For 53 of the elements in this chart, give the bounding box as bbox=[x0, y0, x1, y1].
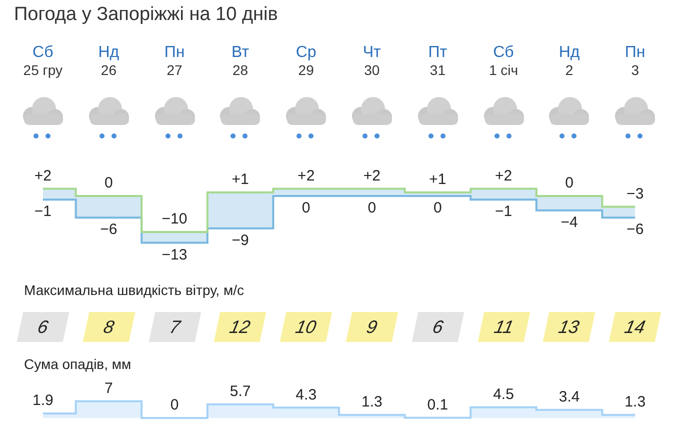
data-label: −9 bbox=[232, 232, 249, 250]
x-tick-label: Чт 30 bbox=[362, 44, 382, 78]
data-label: +2 bbox=[363, 167, 380, 184]
data-label: +2 bbox=[298, 167, 315, 184]
data-label: 1.3 bbox=[624, 394, 646, 411]
x-tick-label: Нд 2 bbox=[558, 44, 581, 78]
data-label: 1.9 bbox=[32, 392, 54, 410]
data-label: 10 bbox=[280, 312, 332, 342]
data-label: 5.7 bbox=[230, 382, 251, 400]
data-label: 11 bbox=[477, 312, 530, 342]
data-label: −3 bbox=[626, 185, 644, 202]
data-label: +2 bbox=[34, 167, 52, 184]
data-label: 6 bbox=[16, 312, 69, 342]
data-label: −1 bbox=[34, 203, 52, 220]
data-label: +1 bbox=[232, 171, 249, 188]
x-tick-label: Сб 1 січ bbox=[488, 44, 520, 78]
x-tick-label: Вт 28 bbox=[230, 44, 250, 78]
x-tick-label: Пн 27 bbox=[163, 44, 186, 78]
data-label: 0 bbox=[434, 200, 442, 217]
data-label: +1 bbox=[429, 171, 446, 188]
data-label: 0 bbox=[368, 200, 376, 217]
data-label: 13 bbox=[543, 312, 596, 342]
data-label: 0 bbox=[565, 174, 574, 192]
x-tick-label: Пн 3 bbox=[624, 44, 646, 78]
x-tick-label: Ср 29 bbox=[294, 44, 318, 78]
data-label: 4.5 bbox=[493, 386, 514, 403]
data-label: −6 bbox=[626, 221, 644, 238]
x-tick-label: Нд 26 bbox=[97, 44, 120, 78]
data-label: −6 bbox=[100, 221, 118, 238]
data-label: 9 bbox=[346, 312, 398, 342]
chart-title: Погода у Запоріжжі на 10 днів bbox=[14, 4, 278, 26]
data-label: 12 bbox=[214, 312, 266, 342]
chart-title: Сума опадів, мм bbox=[24, 356, 132, 372]
data-label: −1 bbox=[494, 203, 512, 220]
data-label: 1.3 bbox=[361, 394, 382, 411]
data-label: 0 bbox=[302, 200, 310, 217]
x-tick-label: Пт 31 bbox=[427, 44, 448, 78]
data-label: 7 bbox=[148, 312, 201, 342]
data-label: −13 bbox=[162, 246, 188, 264]
data-label: 0.1 bbox=[427, 396, 448, 414]
data-label: +2 bbox=[494, 167, 512, 184]
data-label: −10 bbox=[162, 210, 188, 228]
data-label: 0 bbox=[170, 396, 179, 414]
x-tick-label: Сб 25 гру bbox=[22, 44, 64, 78]
data-label: 6 bbox=[412, 312, 464, 342]
data-label: 0 bbox=[104, 174, 113, 192]
text: Максимальна швидкість вітру, м/с bbox=[24, 282, 244, 298]
data-label: 7 bbox=[104, 380, 113, 397]
data-label: −4 bbox=[560, 214, 578, 232]
data-label: 3.4 bbox=[558, 388, 580, 406]
data-label: 4.3 bbox=[296, 386, 317, 404]
data-label: 8 bbox=[82, 312, 135, 342]
data-label: 14 bbox=[609, 312, 662, 342]
